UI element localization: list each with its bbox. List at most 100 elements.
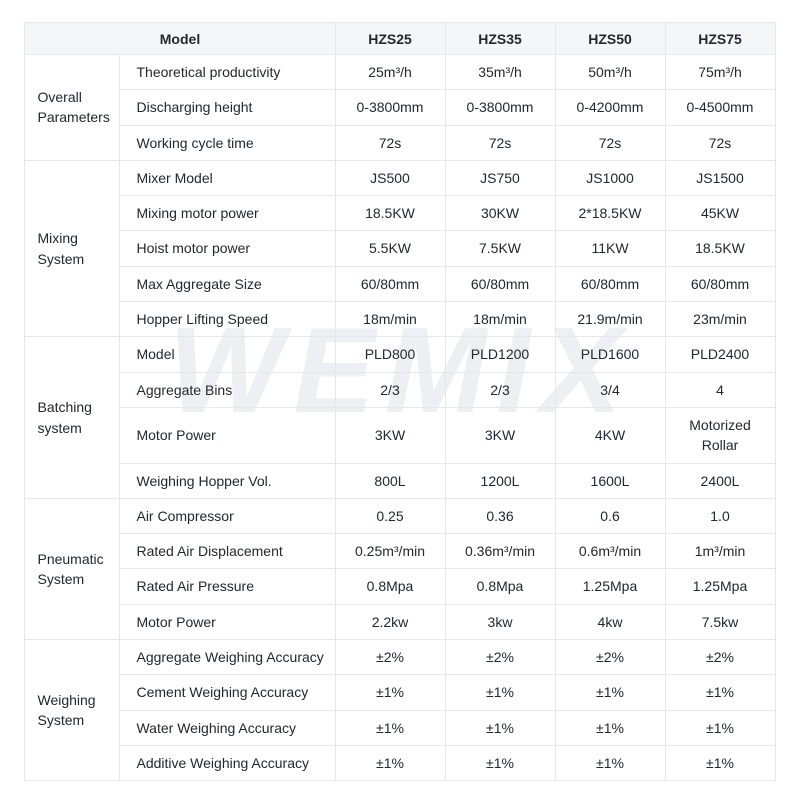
value-cell: 0.6m³/min	[554, 533, 666, 570]
table-row: Motor Power 2.2kw 3kw 4kw 7.5kw	[25, 603, 776, 641]
value-cell: 2400L	[664, 462, 776, 499]
param-cell: Hoist motor power	[119, 230, 336, 267]
param-cell: Cement Weighing Accuracy	[119, 674, 336, 711]
value-cell: 11KW	[554, 230, 666, 267]
value-cell: 18m/min	[444, 301, 556, 338]
value-cell: JS750	[444, 159, 556, 197]
value-cell: 3kw	[444, 603, 556, 641]
value-cell: 60/80mm	[444, 265, 556, 303]
param-cell: Theoretical productivity	[119, 53, 336, 91]
table-row: Hoist motor power 5.5KW 7.5KW 11KW 18.5KW	[25, 230, 776, 267]
value-cell: 18.5KW	[664, 230, 776, 267]
value-cell: 60/80mm	[554, 265, 666, 303]
value-cell: ±1%	[554, 709, 666, 746]
header-model: Model	[24, 22, 336, 55]
value-cell: PLD2400	[664, 336, 776, 373]
value-cell: 0-3800mm	[334, 89, 446, 126]
value-cell: PLD1200	[444, 336, 556, 373]
value-cell: 0.8Mpa	[444, 568, 556, 605]
table-row: Working cycle time 72s 72s 72s 72s	[25, 124, 776, 161]
value-cell: 60/80mm	[664, 265, 776, 303]
value-cell: 0.36m³/min	[444, 533, 556, 570]
value-cell: 3KW	[334, 406, 446, 464]
value-cell: 7.5KW	[444, 230, 556, 267]
header-row: Model HZS25 HZS35 HZS50 HZS75	[24, 22, 776, 55]
value-cell: 3KW	[444, 406, 556, 464]
param-cell: Rated Air Pressure	[119, 568, 336, 605]
value-cell: ±1%	[664, 674, 776, 711]
param-cell: Motor Power	[119, 406, 336, 464]
table-row: Pneumatic System Air Compressor 0.25 0.36 0.…	[24, 497, 776, 641]
value-cell: 18.5KW	[334, 195, 446, 232]
value-cell: 4kw	[554, 603, 666, 641]
header-col-hzs75: HZS75	[664, 22, 776, 55]
category-cell: Weighing System	[24, 639, 121, 782]
param-cell: Motor Power	[119, 603, 336, 641]
param-cell: Working cycle time	[119, 124, 336, 161]
value-cell: 50m³/h	[554, 53, 666, 91]
value-cell: 72s	[554, 124, 666, 161]
value-cell: 21.9m/min	[554, 301, 666, 338]
value-cell: PLD1600	[554, 336, 666, 373]
value-cell: ±2%	[664, 639, 776, 676]
table-row: Weighing Hopper Vol. 800L 1200L 1600L 2400L	[25, 462, 776, 499]
param-cell: Hopper Lifting Speed	[119, 301, 336, 338]
header-col-hzs50: HZS50	[554, 22, 666, 55]
value-cell: 5.5KW	[334, 230, 446, 267]
value-cell: 23m/min	[664, 301, 776, 338]
header-col-hzs25: HZS25	[334, 22, 446, 55]
value-cell: JS1500	[664, 159, 776, 197]
value-cell: 72s	[334, 124, 446, 161]
value-cell: 2*18.5KW	[554, 195, 666, 232]
value-cell: ±1%	[554, 674, 666, 711]
value-cell: ±2%	[444, 639, 556, 676]
table-row: Max Aggregate Size 60/80mm 60/80mm 60/80mm 6…	[25, 265, 776, 303]
value-cell: 75m³/h	[664, 53, 776, 91]
value-cell: ±1%	[444, 674, 556, 711]
param-cell: Air Compressor	[119, 497, 336, 535]
param-cell: Max Aggregate Size	[119, 265, 336, 303]
value-cell: 45KW	[664, 195, 776, 232]
value-cell: ±1%	[444, 709, 556, 746]
value-cell: 1m³/min	[664, 533, 776, 570]
table-row: Weighing System Aggregate Weighing Accura…	[24, 639, 776, 782]
table-row: Rated Air Pressure 0.8Mpa 0.8Mpa 1.25Mpa 1.2…	[25, 568, 776, 605]
value-cell: 0.25	[334, 497, 446, 535]
value-cell: 1.25Mpa	[554, 568, 666, 605]
value-cell: Motorized Rollar	[664, 406, 776, 464]
value-cell: 0.25m³/min	[334, 533, 446, 570]
value-cell: 25m³/h	[334, 53, 446, 91]
value-cell: 0-3800mm	[444, 89, 556, 126]
value-cell: 0.8Mpa	[334, 568, 446, 605]
table-row: Discharging height 0-3800mm 0-3800mm 0-4200…	[25, 89, 776, 126]
table-row: Hopper Lifting Speed 18m/min 18m/min 21.9m/…	[25, 301, 776, 338]
param-cell: Mixer Model	[119, 159, 336, 197]
value-cell: 1.0	[664, 497, 776, 535]
value-cell: ±1%	[334, 709, 446, 746]
value-cell: 7.5kw	[664, 603, 776, 641]
category-cell: Overall Parameters	[24, 54, 121, 161]
table-row: Water Weighing Accuracy ±1% ±1% ±1% ±1%	[25, 709, 776, 746]
value-cell: 1.25Mpa	[664, 568, 776, 605]
header-col-hzs35: HZS35	[444, 22, 556, 55]
value-cell: 30KW	[444, 195, 556, 232]
table-row: Rated Air Displacement 0.25m³/min 0.36m³/m…	[25, 533, 776, 570]
param-cell: Weighing Hopper Vol.	[119, 462, 336, 499]
value-cell: 4KW	[554, 406, 666, 464]
value-cell: 0-4500mm	[664, 89, 776, 126]
table-row: Cement Weighing Accuracy ±1% ±1% ±1% ±1%	[25, 674, 776, 711]
table-row: Mixing motor power 18.5KW 30KW 2*18.5KW 45KW	[25, 195, 776, 232]
value-cell: 3/4	[554, 371, 666, 408]
table-row: Aggregate Bins 2/3 2/3 3/4 4	[25, 371, 776, 408]
table-row: Mixing System Mixer Model JS500 JS750 JS1000…	[24, 159, 776, 338]
value-cell: ±1%	[444, 744, 556, 782]
table-row: Motor Power 3KW 3KW 4KW Motorized Rollar	[25, 406, 776, 464]
value-cell: ±2%	[334, 639, 446, 676]
category-cell: Mixing System	[24, 159, 121, 338]
table-row: Batching system Model PLD800 PLD1200 PLD1600…	[24, 336, 776, 499]
value-cell: JS500	[334, 159, 446, 197]
category-cell: Pneumatic System	[24, 497, 121, 641]
value-cell: ±1%	[664, 744, 776, 782]
table-row: Overall Parameters Theoretical productivi…	[24, 53, 776, 161]
